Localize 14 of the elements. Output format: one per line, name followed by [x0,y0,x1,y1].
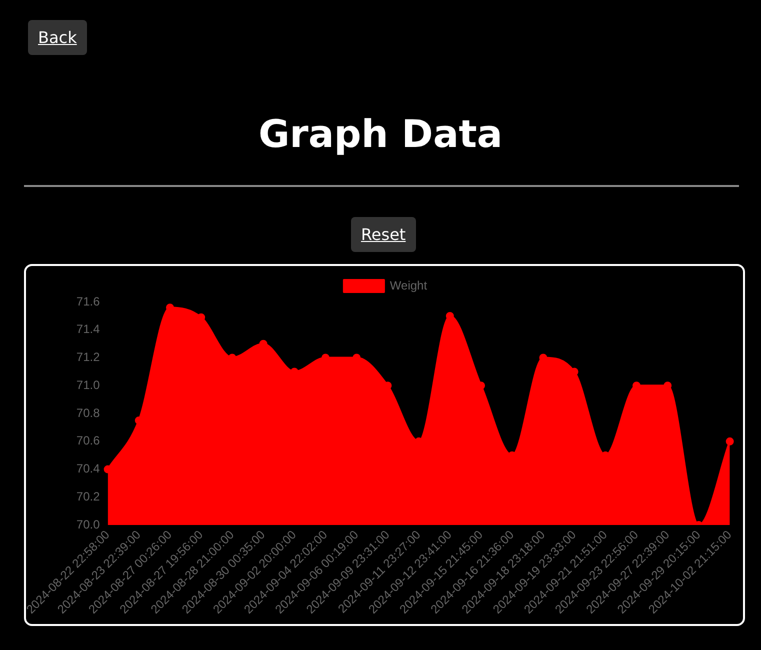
y-tick-label: 70.0 [76,517,100,532]
y-tick-label: 70.2 [76,489,100,504]
y-tick-label: 71.4 [76,322,100,336]
legend-label: Weight [390,278,428,292]
chart-title: Graph Data [257,112,504,156]
text: Reset [351,217,416,252]
y-tick-label: 70.8 [76,406,100,420]
y-tick-label: 71.6 [76,294,100,308]
text: Back [28,20,87,55]
y-tick-label: 71.2 [76,350,100,364]
point [726,437,734,446]
y-tick-label: 70.6 [76,434,100,448]
y-tick-label: 71.0 [76,378,100,392]
y-tick-label: 70.4 [76,462,100,476]
